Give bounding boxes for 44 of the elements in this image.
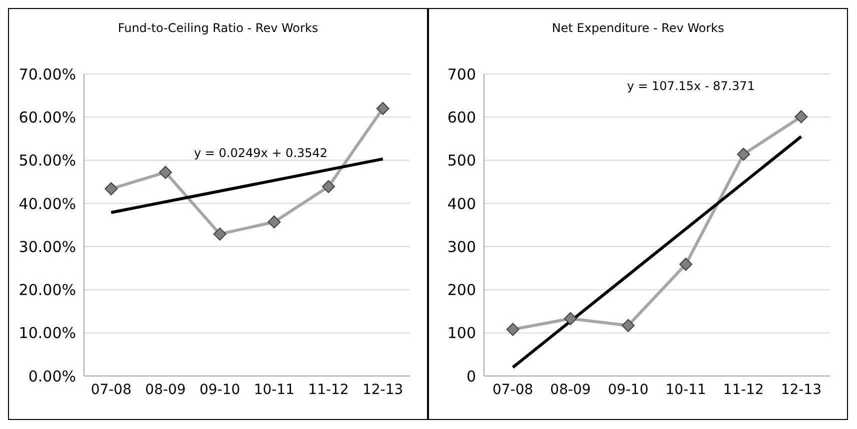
y-tick-label: 300 — [447, 238, 476, 256]
x-tick-label: 07-08 — [90, 382, 132, 398]
y-tick-label: 700 — [447, 65, 476, 84]
x-tick-label: 10-11 — [665, 382, 706, 398]
x-tick-label: 09-10 — [199, 382, 240, 398]
chart-title: Fund-to-Ceiling Ratio - Rev Works — [116, 21, 320, 35]
y-tick-label: 70.00% — [18, 65, 76, 84]
point — [622, 319, 635, 332]
x-tick-label: 10-11 — [254, 382, 295, 398]
chart-title: Net Expenditure - Rev Works — [550, 21, 726, 35]
x-tick-label: 07-08 — [492, 382, 534, 398]
y-tick-label: 200 — [447, 281, 476, 300]
y-tick-label: 0.00% — [28, 367, 76, 386]
y-tick-label: 60.00% — [18, 108, 76, 126]
point — [104, 182, 118, 196]
point — [794, 110, 808, 124]
y-tick-label: 50.00% — [18, 152, 76, 170]
y-tick-label: 30.00% — [18, 238, 76, 256]
x-tick-label: 08-09 — [550, 382, 591, 398]
point — [679, 258, 692, 271]
annotation: y = 0.0249x + 0.3542 — [194, 146, 328, 160]
y-tick-label: 100 — [447, 324, 476, 342]
y-tick-label: 10.00% — [18, 324, 76, 342]
point — [213, 228, 226, 241]
y-tick-label: 40.00% — [18, 194, 76, 213]
x-tick-label: 09-10 — [608, 382, 649, 398]
point — [322, 180, 335, 194]
y-tick-label: 20.00% — [18, 281, 76, 300]
y-tick-label: 400 — [447, 194, 476, 213]
x-tick-label: 11-12 — [308, 382, 349, 398]
point — [737, 148, 750, 161]
point — [268, 215, 281, 228]
x-tick-label: 12-13 — [780, 382, 822, 398]
x-tick-label: 11-12 — [723, 382, 764, 398]
y-tick-label: 0 — [466, 367, 476, 386]
point — [506, 322, 520, 336]
point — [564, 312, 577, 326]
y-tick-label: 500 — [447, 152, 476, 170]
x-tick-label: 12-13 — [362, 382, 404, 398]
point — [159, 166, 172, 179]
point — [376, 102, 390, 116]
annotation: y = 107.15x - 87.371 — [627, 79, 755, 93]
x-tick-label: 08-09 — [145, 382, 186, 398]
y-tick-label: 600 — [447, 108, 476, 126]
